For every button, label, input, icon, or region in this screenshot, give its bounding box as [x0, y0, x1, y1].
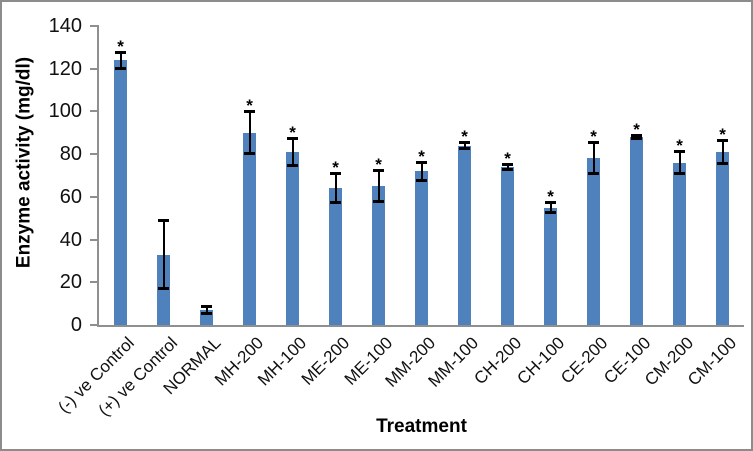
- error-bar-cap-top: [373, 169, 384, 173]
- error-bar-line: [678, 150, 681, 175]
- error-bar-cap-bottom: [459, 146, 470, 150]
- error-bar-line: [162, 220, 165, 289]
- error-bar-line: [506, 163, 509, 171]
- error-bar-cap-top: [244, 110, 255, 114]
- significance-star: *: [676, 135, 683, 155]
- error-bar-cap-top: [631, 133, 642, 137]
- significance-star: *: [117, 36, 124, 56]
- y-tick-mark: [90, 25, 97, 27]
- significance-star: *: [375, 155, 382, 175]
- error-bar-cap-top: [287, 137, 298, 141]
- bar: [458, 145, 471, 325]
- error-bar-line: [420, 161, 423, 181]
- x-axis-line: [97, 325, 744, 327]
- bar: [114, 60, 127, 325]
- y-tick-label: 80: [59, 143, 82, 166]
- error-bar-cap-top: [416, 160, 427, 164]
- significance-star: *: [332, 158, 339, 178]
- error-bar-line: [592, 142, 595, 175]
- y-tick-mark: [90, 67, 97, 70]
- error-bar-cap-top: [115, 50, 126, 54]
- significance-star: *: [289, 123, 296, 143]
- error-bar-line: [248, 111, 251, 155]
- y-tick-label: 140: [48, 15, 82, 37]
- error-bar-cap-bottom: [158, 286, 169, 290]
- error-bar-cap-bottom: [588, 172, 599, 176]
- y-tick-mark: [90, 324, 97, 326]
- bar: [544, 207, 557, 325]
- y-tick-label: 60: [59, 185, 82, 208]
- bar: [587, 158, 600, 325]
- y-axis-line: [97, 25, 99, 327]
- y-tick-label: 20: [59, 271, 82, 294]
- bar: [329, 188, 342, 325]
- bar: [716, 152, 729, 325]
- error-bar-cap-bottom: [373, 200, 384, 204]
- error-bar-cap-bottom: [115, 66, 126, 70]
- error-bar-cap-top: [459, 141, 470, 145]
- error-bar-cap-bottom: [330, 201, 341, 205]
- y-tick-mark: [90, 238, 97, 241]
- significance-star: *: [633, 119, 640, 139]
- y-tick-label: 40: [59, 228, 82, 251]
- significance-star: *: [504, 148, 511, 168]
- x-tick-label: CH-200: [470, 333, 526, 389]
- x-tick-label: CH-100: [513, 333, 569, 389]
- error-bar-cap-bottom: [545, 210, 556, 214]
- error-bar-line: [291, 138, 294, 166]
- error-bar-cap-bottom: [287, 163, 298, 167]
- error-bar-cap-top: [502, 162, 513, 166]
- bar: [673, 162, 686, 325]
- error-bar-cap-bottom: [502, 168, 513, 172]
- bar: [630, 137, 643, 325]
- error-bar-line: [377, 170, 380, 203]
- bar: [243, 132, 256, 325]
- bar: [501, 166, 514, 325]
- x-tick-label: CE-200: [557, 333, 612, 388]
- error-bar-cap-top: [588, 141, 599, 145]
- bar: [415, 171, 428, 325]
- y-tick-label: 120: [48, 57, 82, 80]
- error-bar-line: [334, 173, 337, 204]
- error-bar-line: [721, 140, 724, 164]
- y-tick-mark: [90, 281, 97, 284]
- error-bar-cap-top: [717, 139, 728, 143]
- bar: [372, 186, 385, 325]
- significance-star: *: [418, 146, 425, 166]
- significance-star: *: [590, 127, 597, 147]
- error-bar-line: [463, 142, 466, 149]
- error-bar-line: [549, 202, 552, 213]
- y-tick-mark: [90, 110, 97, 113]
- error-bar-cap-bottom: [416, 178, 427, 182]
- error-bar-cap-bottom: [244, 152, 255, 156]
- error-bar-cap-top: [201, 304, 212, 308]
- error-bar-cap-top: [674, 149, 685, 153]
- y-tick-label: 0: [70, 314, 82, 336]
- bar: [157, 254, 170, 325]
- y-tick-mark: [90, 195, 97, 198]
- error-bar-cap-top: [545, 201, 556, 205]
- significance-star: *: [719, 125, 726, 145]
- significance-star: *: [547, 187, 554, 207]
- y-tick-mark: [90, 153, 97, 156]
- y-tick-label: 100: [48, 100, 82, 123]
- x-axis-title: Treatment: [376, 416, 467, 437]
- error-bar-cap-bottom: [201, 312, 212, 316]
- error-bar-cap-top: [330, 172, 341, 176]
- significance-star: *: [461, 127, 468, 147]
- significance-star: *: [246, 96, 253, 116]
- error-bar-line: [205, 305, 208, 315]
- bar: [286, 152, 299, 325]
- error-bar-line: [119, 51, 122, 69]
- error-bar-line: [635, 134, 638, 140]
- error-bar-cap-bottom: [674, 172, 685, 176]
- error-bar-cap-bottom: [717, 161, 728, 165]
- error-bar-cap-top: [158, 219, 169, 223]
- error-bar-cap-bottom: [631, 137, 642, 141]
